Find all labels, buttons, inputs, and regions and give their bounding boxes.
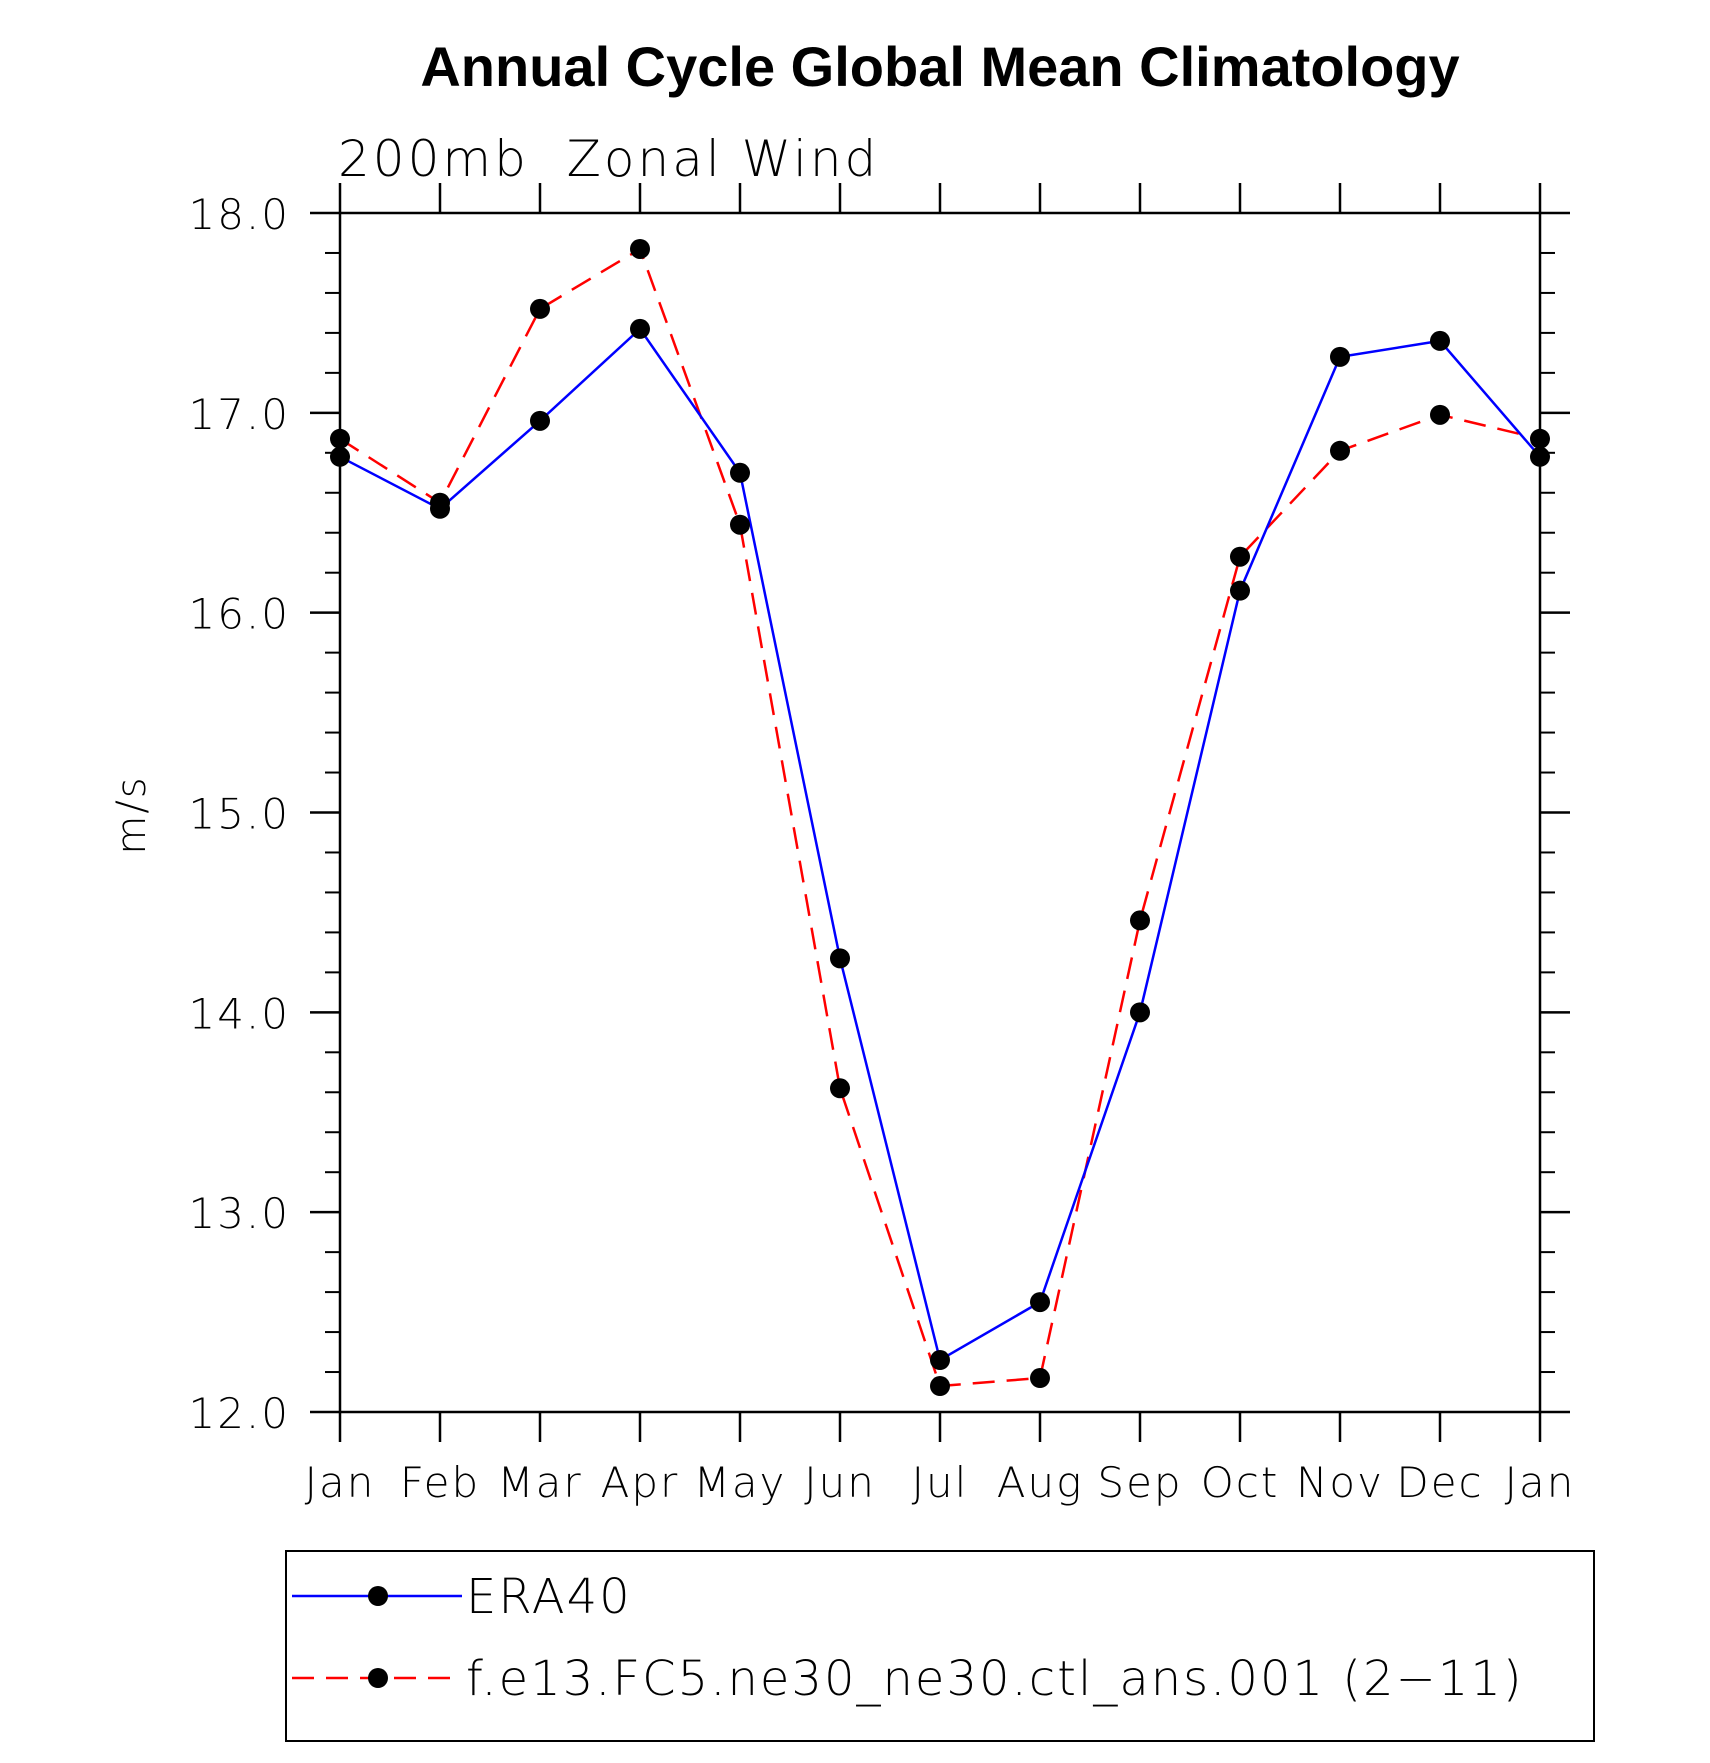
data-point-0	[930, 1350, 950, 1371]
data-point-0	[1130, 1002, 1150, 1023]
data-point-1	[1030, 1368, 1050, 1389]
y-tick-label: 14.0	[188, 989, 290, 1038]
series-lines	[339, 247, 1541, 1388]
x-tick-label: Feb	[400, 1458, 480, 1507]
data-point-1	[430, 492, 450, 513]
data-point-0	[630, 318, 650, 339]
series-line-0	[339, 327, 1541, 1362]
data-point-0	[530, 410, 550, 431]
y-axis-label: m/s	[109, 775, 155, 854]
data-point-0	[1530, 446, 1550, 467]
legend-marker-1	[368, 1668, 388, 1688]
series-markers	[330, 238, 1550, 1397]
data-point-0	[1430, 330, 1450, 351]
data-point-1	[330, 428, 350, 449]
x-tick-label: Sep	[1097, 1458, 1182, 1507]
data-point-1	[1330, 440, 1350, 461]
data-point-0	[1330, 346, 1350, 367]
data-point-1	[830, 1078, 850, 1099]
data-point-1	[1130, 910, 1150, 931]
series-line-1	[339, 247, 1541, 1388]
legend-label-1: f.e13.FC5.ne30_ne30.ctl_ans.001 (2−11)	[466, 1651, 1524, 1707]
y-tick-label: 17.0	[188, 390, 290, 439]
x-tick-label: Jan	[305, 1458, 376, 1507]
chart-title: Annual Cycle Global Mean Climatology	[420, 35, 1459, 98]
y-tick-label: 15.0	[188, 790, 290, 839]
legend: ERA40 f.e13.FC5.ne30_ne30.ctl_ans.001 (2−…	[292, 1569, 1524, 1707]
data-point-1	[1430, 404, 1450, 425]
data-point-1	[930, 1376, 950, 1397]
data-point-0	[1230, 580, 1250, 601]
x-tick-label: Dec	[1396, 1458, 1483, 1507]
data-point-1	[730, 514, 750, 535]
plot-frame	[338, 211, 1542, 1414]
y-tick-label: 16.0	[188, 590, 290, 639]
data-point-1	[530, 298, 550, 319]
data-point-1	[1230, 546, 1250, 567]
x-tick-label: Mar	[497, 1458, 582, 1507]
x-tick-label: Jul	[912, 1458, 969, 1507]
data-point-0	[830, 948, 850, 969]
data-point-0	[330, 446, 350, 467]
x-tick-label: Aug	[997, 1458, 1084, 1507]
x-tick-label: May	[694, 1458, 787, 1507]
y-tick-label: 12.0	[188, 1389, 290, 1438]
chart-subtitle: 200mb Zonal Wind	[338, 130, 879, 188]
y-tick-label: 18.0	[188, 190, 290, 239]
x-tick-label: Jun	[804, 1458, 876, 1507]
data-point-0	[1030, 1292, 1050, 1313]
series-layer	[330, 238, 1550, 1397]
data-point-1	[1530, 428, 1550, 449]
x-tick-label: Nov	[1296, 1458, 1384, 1507]
legend-marker-0	[368, 1586, 388, 1606]
x-tick-label: Oct	[1201, 1458, 1280, 1507]
x-tick-label: Apr	[601, 1458, 680, 1507]
data-point-1	[630, 238, 650, 259]
y-tick-label: 13.0	[188, 1189, 290, 1238]
x-tick-label: Jan	[1505, 1458, 1576, 1507]
legend-box	[285, 1550, 1595, 1742]
legend-label-0: ERA40	[466, 1569, 632, 1625]
axes: Jan Feb Mar Apr May Jun Jul Aug Sep Oct Nov Dec Jan 1…	[188, 183, 1576, 1507]
data-point-0	[730, 462, 750, 483]
